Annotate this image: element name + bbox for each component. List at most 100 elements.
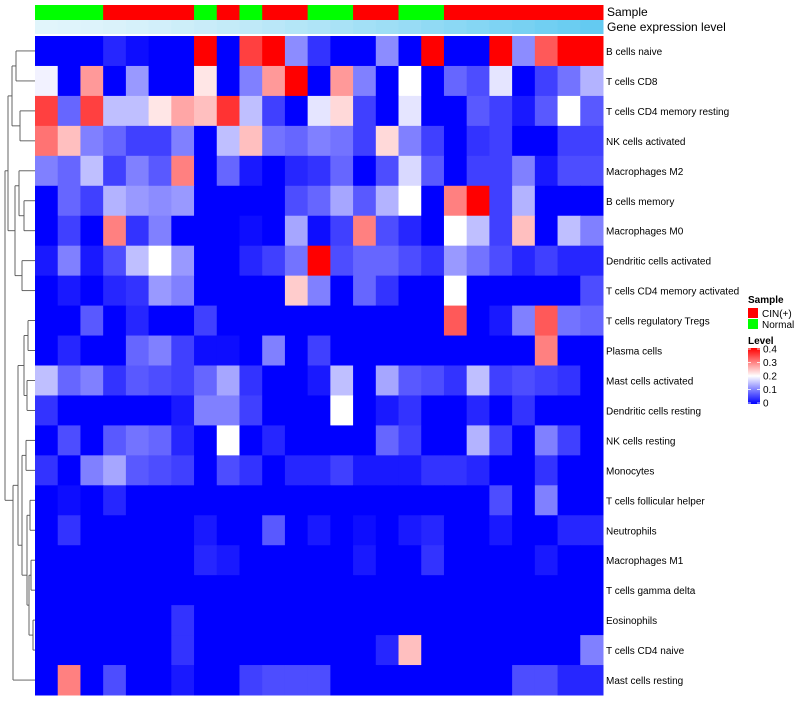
heatmap-cell: NK cells resting: 0 xyxy=(284,425,309,456)
heatmap-cell: B cells memory: 0 xyxy=(580,185,604,217)
row-label: Macrophages M2 xyxy=(606,167,684,178)
heatmap-cell: T cells gamma delta: 0 xyxy=(262,575,286,606)
heatmap-cell: NK cells resting: 0 xyxy=(194,425,218,456)
heatmap-cell: Mast cells resting: 0.03 xyxy=(557,665,581,696)
heatmap-cell: T cells gamma delta: 0 xyxy=(307,575,331,606)
heatmap-cell: NK cells activated: 0.09 xyxy=(330,125,354,157)
heatmap-cell: Mast cells activated: 0.05 xyxy=(489,365,513,396)
heatmap-cell: B cells memory: 0.08 xyxy=(307,185,331,217)
heatmap-cell: T cells regulatory Tregs: 0 xyxy=(148,305,172,337)
heatmap-cell: T cells CD8: 0 xyxy=(421,65,445,97)
heatmap-cell: Mast cells resting: 0.06 xyxy=(103,665,127,696)
heatmap-cell: NK cells activated: 0 xyxy=(194,125,218,157)
heatmap-cell: Macrophages M0: 0.2 xyxy=(443,215,468,247)
gene-level-annotation-cell xyxy=(57,20,81,34)
heatmap-cell: Mast cells resting: 0.02 xyxy=(171,665,195,696)
heatmap-cell: T cells CD4 memory resting: 0.15 xyxy=(103,95,127,127)
gene-level-annotation-cell xyxy=(284,20,309,34)
row-label: T cells CD8 xyxy=(606,77,658,88)
heatmap-cell: Plasma cells: 0.3 xyxy=(534,335,559,366)
heatmap-cell: Macrophages M0: 0.03 xyxy=(398,215,422,247)
heatmap-cell: Macrophages M2: 0.1 xyxy=(125,155,150,187)
heatmap-cell: Macrophages M1: 0 xyxy=(239,545,263,576)
heatmap-cell: Mast cells resting: 0 xyxy=(35,665,59,696)
heatmap-cell: Dendritic cells resting: 0 xyxy=(262,395,286,426)
heatmap-cell: T cells gamma delta: 0 xyxy=(557,575,581,606)
heatmap-cell: Dendritic cells activated: 0 xyxy=(194,245,218,277)
heatmap-cell: Neutrophils: 0.02 xyxy=(307,515,331,546)
heatmap-cell: T cells CD4 memory resting: 0.08 xyxy=(57,95,81,127)
heatmap-cell: Monocytes: 0 xyxy=(512,455,536,486)
heatmap-cell: T cells follicular helper: 0 xyxy=(125,485,150,516)
sample-annotation-cell: Normal xyxy=(398,5,422,20)
heatmap-cell: B cells memory: 0.08 xyxy=(57,185,81,217)
row-label: T cells follicular helper xyxy=(606,496,705,507)
heatmap-cell: T cells CD4 memory activated: 0 xyxy=(216,275,240,307)
heatmap-cell: T cells CD4 naive: 0 xyxy=(330,635,354,666)
heatmap-cell: B cells memory: 0.05 xyxy=(80,185,104,217)
heatmap-cell: T cells CD4 memory activated: 0.12 xyxy=(148,275,172,307)
heatmap-cell: NK cells activated: 0.04 xyxy=(466,125,490,157)
heatmap-cell: Neutrophils: 0 xyxy=(80,515,104,546)
heatmap-cell: Dendritic cells activated: 0.03 xyxy=(239,245,263,277)
heatmap-cell: NK cells resting: 0.03 xyxy=(262,425,286,456)
heatmap-cell: Eosinophils: 0 xyxy=(284,605,309,636)
heatmap-cell: T cells CD8: 0.28 xyxy=(80,65,104,97)
heatmap-cell: Macrophages M2: 0.06 xyxy=(375,155,400,187)
heatmap-cell: T cells regulatory Tregs: 0.08 xyxy=(580,305,604,337)
heatmap-cell: Macrophages M2: 0 xyxy=(262,155,286,187)
sample-annotation-cell: Normal xyxy=(80,5,104,20)
heatmap-cell: NK cells resting: 0.08 xyxy=(148,425,172,456)
heatmap-cell: Macrophages M0: 0.05 xyxy=(57,215,81,247)
heatmap-cell: Monocytes: 0.05 xyxy=(330,455,354,486)
heatmap-cell: B cells memory: 0.12 xyxy=(125,185,150,217)
heatmap-cell: B cells memory: 0 xyxy=(534,185,559,217)
heatmap-cell: T cells CD8: 0 xyxy=(171,65,195,97)
heatmap-cell: T cells CD4 memory activated: 0 xyxy=(398,275,422,307)
heatmap-cell: T cells regulatory Tregs: 0 xyxy=(375,305,400,337)
heatmap-cell: T cells CD4 memory activated: 0 xyxy=(330,275,354,307)
heatmap-cell: T cells follicular helper: 0 xyxy=(262,485,286,516)
heatmap-cell: T cells follicular helper: 0.01 xyxy=(57,485,81,516)
heatmap-cell: T cells follicular helper: 0 xyxy=(216,485,240,516)
heatmap-cell: Macrophages M1: 0 xyxy=(284,545,309,576)
heatmap-cell: Macrophages M2: 0.07 xyxy=(148,155,172,187)
row-label: NK cells activated xyxy=(606,137,685,148)
heatmap-cell: NK cells activated: 0.05 xyxy=(580,125,604,157)
heatmap-cell: Dendritic cells activated: 0.03 xyxy=(557,245,581,277)
heatmap-cell: Macrophages M2: 0.02 xyxy=(239,155,263,187)
heatmap-cell: T cells regulatory Tregs: 0.33 xyxy=(443,305,468,337)
heatmap-cell: T cells CD4 memory resting: 0.36 xyxy=(216,95,240,127)
heatmap-cell: Macrophages M2: 0.05 xyxy=(489,155,513,187)
heatmap-cell: B cells memory: 0 xyxy=(239,185,263,217)
heatmap-cell: NK cells resting: 0 xyxy=(580,425,604,456)
heatmap-cell: NK cells activated: 0.1 xyxy=(171,125,195,157)
heatmap-cell: T cells CD4 naive: 0 xyxy=(512,635,536,666)
heatmap-cell: Plasma cells: 0 xyxy=(239,335,263,366)
heatmap-cell: NK cells resting: 0 xyxy=(239,425,263,456)
heatmap-cell: T cells CD4 memory resting: 0.18 xyxy=(398,95,422,127)
row-label: Neutrophils xyxy=(606,526,657,537)
heatmap-cell: Macrophages M2: 0 xyxy=(194,155,218,187)
heatmap-cell: B cells memory: 0 xyxy=(262,185,286,217)
heatmap-cell: B cells memory: 0 xyxy=(557,185,581,217)
heatmap-cell: Neutrophils: 0.04 xyxy=(57,515,81,546)
sample-annotation-label: Sample xyxy=(607,5,648,19)
heatmap-cell: Macrophages M1: 0 xyxy=(557,545,581,576)
heatmap-cell: Macrophages M0: 0.05 xyxy=(489,215,513,247)
sample-annotation-cell: Normal xyxy=(421,5,445,20)
heatmap-cell: T cells CD8: 0.4 xyxy=(284,65,309,97)
heatmap-cell: Monocytes: 0.06 xyxy=(216,455,240,486)
heatmap-cell: Dendritic cells resting: 0 xyxy=(580,395,604,426)
heatmap-cell: T cells follicular helper: 0 xyxy=(307,485,331,516)
heatmap-cell: Macrophages M2: 0.1 xyxy=(512,155,536,187)
heatmap-cell: NK cells activated: 0.05 xyxy=(125,125,150,157)
heatmap-cell: T cells CD4 memory resting: 0 xyxy=(375,95,400,127)
heatmap-cell: Macrophages M2: 0.05 xyxy=(103,155,127,187)
heatmap-cell: Mast cells resting: 0 xyxy=(353,665,377,696)
sample-annotation-cell: CIN(+) xyxy=(353,5,377,20)
heatmap-cell: Dendritic cells activated: 0.02 xyxy=(80,245,104,277)
heatmap-cell: Mast cells activated: 0.13 xyxy=(375,365,400,396)
heatmap-cell: NK cells resting: 0.2 xyxy=(216,425,240,456)
heatmap-cell: Mast cells activated: 0.05 xyxy=(171,365,195,396)
